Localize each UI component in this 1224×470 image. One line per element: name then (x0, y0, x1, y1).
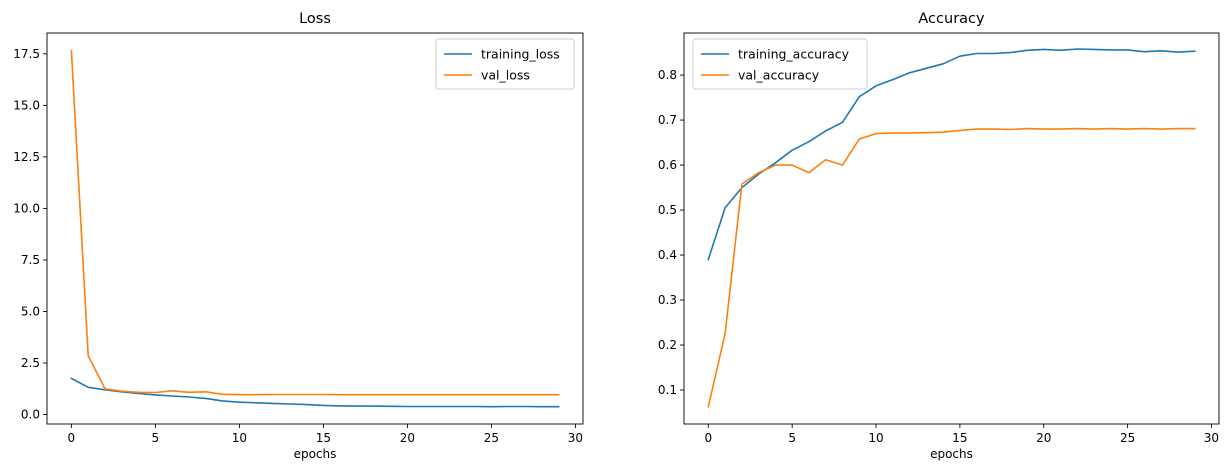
y-tick-label: 15.0 (13, 98, 40, 112)
x-tick-label: 20 (1036, 431, 1051, 445)
x-axis-title: epochs (930, 447, 973, 461)
y-tick-label: 0.2 (658, 338, 677, 352)
y-tick-label: 17.5 (13, 47, 40, 61)
y-tick-label: 0.3 (658, 293, 677, 307)
x-tick-label: 30 (1204, 431, 1219, 445)
x-tick-label: 15 (952, 431, 967, 445)
chart-title: Accuracy (918, 11, 985, 27)
plot-frame (46, 32, 584, 425)
x-tick-label: 20 (400, 431, 415, 445)
x-tick-label: 30 (568, 431, 583, 445)
y-tick-label: 0.4 (658, 248, 677, 262)
y-tick-label: 0.8 (658, 68, 677, 82)
x-tick-label: 0 (68, 431, 76, 445)
y-tick-label: 5.0 (21, 304, 40, 318)
legend: training_loss val_loss (435, 38, 575, 90)
x-tick-label: 25 (484, 431, 499, 445)
y-tick-label: 0.5 (658, 203, 677, 217)
series-line-val_accuracy (707, 127, 1196, 408)
x-tick-label: 15 (316, 431, 331, 445)
chart-title: Loss (299, 11, 331, 27)
legend-box (692, 38, 868, 90)
y-tick-label: 0.7 (658, 113, 677, 127)
x-tick-label: 25 (1120, 431, 1135, 445)
x-tick-label: 5 (788, 431, 796, 445)
legend-label-training_accuracy: training_accuracy (738, 47, 850, 62)
series-line-training_loss (70, 377, 560, 408)
y-tick-label: 10.0 (13, 201, 40, 215)
x-tick-label: 5 (152, 431, 160, 445)
legend: training_accuracy val_accuracy (692, 38, 868, 90)
series-line-val_loss (70, 49, 560, 396)
x-tick-label: 0 (704, 431, 712, 445)
y-tick-label: 7.5 (21, 253, 40, 267)
x-tick-label: 10 (232, 431, 247, 445)
y-tick-label: 0.0 (21, 408, 40, 422)
x-axis-title: epochs (294, 447, 337, 461)
y-tick-label: 0.6 (658, 158, 677, 172)
chart-1: Loss 0 5 10 15 20 25 30 0.0 2.5 5.0 7.5 10.0 12.5 15.0… (13, 11, 584, 461)
legend-label-training_loss: training_loss (481, 47, 560, 62)
series-line-training_accuracy (707, 48, 1196, 261)
plot-frame (683, 32, 1220, 425)
y-tick-label: 0.1 (658, 383, 677, 397)
x-tick-label: 10 (868, 431, 883, 445)
y-tick-label: 2.5 (21, 356, 40, 370)
legend-box (435, 38, 575, 90)
chart-2: Accuracy 0 5 10 15 20 25 30 0.1 0.2 0.3 0.4 0.5 0.6 0.… (658, 11, 1220, 461)
legend-label-val_loss: val_loss (481, 68, 530, 83)
legend-label-val_accuracy: val_accuracy (738, 68, 820, 83)
y-tick-label: 12.5 (13, 150, 40, 164)
